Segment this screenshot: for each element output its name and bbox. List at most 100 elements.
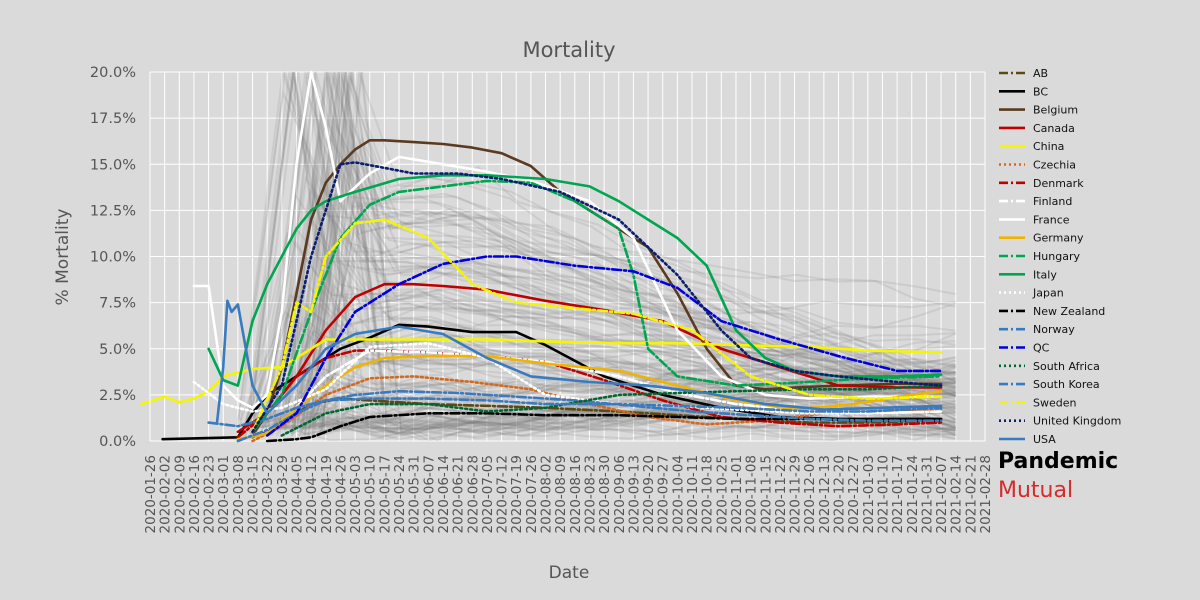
legend-item-sweden: Sweden <box>999 396 1076 409</box>
y-tick-label: 10.0% <box>90 250 136 266</box>
legend-label: Norway <box>1033 323 1075 336</box>
series-line-czechia <box>251 375 943 443</box>
legend-label: Germany <box>1033 232 1084 245</box>
x-tick-label: 2020-06-28 <box>465 455 481 533</box>
x-tick-label: 2020-02-23 <box>202 455 218 533</box>
x-tick-label: 2020-11-08 <box>744 455 760 533</box>
background-line <box>239 393 956 434</box>
background-line <box>252 389 956 442</box>
background-line <box>319 158 956 434</box>
y-axis: 0.0% 2.5% 5.0% 7.5% 10.0% 12.5% 15.0% 17.5% 20.0… <box>90 65 151 450</box>
series-line-germany <box>236 354 943 441</box>
x-tick-label: 2020-03-22 <box>260 455 276 533</box>
background-line <box>237 89 957 421</box>
background-line <box>271 190 957 422</box>
legend-item-germany: Germany <box>999 232 1084 245</box>
background-line <box>301 71 956 425</box>
y-tick-label: 5.0% <box>99 342 136 358</box>
background-line <box>310 331 956 423</box>
background-line <box>282 71 956 431</box>
x-tick-label: 2021-02-07 <box>934 455 950 533</box>
background-line <box>279 392 956 437</box>
background-line <box>273 416 956 437</box>
background-line <box>303 71 956 441</box>
x-axis-label: Date <box>549 563 590 583</box>
legend-item-new-zealand: New Zealand <box>999 305 1105 318</box>
background-line <box>240 381 956 442</box>
background-line <box>265 71 956 432</box>
x-tick-label: 2021-01-17 <box>890 455 906 533</box>
background-line <box>303 423 956 442</box>
background-line <box>265 403 956 437</box>
background-line <box>247 402 956 431</box>
series-line-norway <box>236 389 943 443</box>
x-tick-label: 2020-04-19 <box>319 455 335 533</box>
legend-label: AB <box>1033 67 1048 80</box>
background-line <box>298 381 956 424</box>
background-line <box>291 283 956 436</box>
background-line <box>297 71 956 420</box>
x-tick-label: 2020-09-20 <box>641 455 657 533</box>
legend-label: QC <box>1033 342 1050 355</box>
series-line-italy <box>207 174 943 387</box>
y-tick-label: 7.5% <box>99 296 136 312</box>
y-axis-label: % Mortality <box>53 209 73 306</box>
x-tick-label: 2020-04-12 <box>304 455 320 533</box>
series-line-china <box>140 338 943 406</box>
background-line <box>291 241 956 420</box>
background-line <box>298 376 956 424</box>
legend-item-ab: AB <box>999 67 1048 80</box>
x-tick-label: 2020-03-15 <box>246 455 262 533</box>
x-tick-label: 2020-05-17 <box>377 455 393 533</box>
x-tick-label: 2021-02-21 <box>963 455 979 533</box>
x-tick-label: 2020-10-25 <box>714 455 730 533</box>
x-tick-label: 2020-05-24 <box>392 455 408 533</box>
background-line <box>269 329 956 420</box>
background-line <box>275 130 956 429</box>
x-tick-label: 2020-12-27 <box>846 455 862 533</box>
background-line <box>244 293 957 436</box>
legend-label: USA <box>1033 433 1056 446</box>
background-line <box>261 174 956 431</box>
series-line-usa <box>215 299 943 424</box>
x-tick-label: 2020-03-08 <box>231 455 247 533</box>
background-line <box>279 287 956 434</box>
background-line <box>321 203 956 432</box>
background-line <box>307 75 957 423</box>
background-line <box>250 191 956 435</box>
background-line <box>320 71 956 434</box>
background-line <box>301 415 956 439</box>
background-line <box>309 126 956 420</box>
x-tick-label: 2021-02-14 <box>949 455 965 533</box>
background-line <box>285 377 956 428</box>
series-line-sweden <box>251 218 943 434</box>
background-line <box>276 236 956 437</box>
y-tick-label: 2.5% <box>99 388 136 404</box>
legend-label: Canada <box>1033 122 1075 135</box>
x-tick-label: 2020-02-02 <box>158 455 174 533</box>
background-line <box>322 391 956 436</box>
x-axis: 2020-01-262020-02-022020-02-092020-02-16… <box>143 455 994 533</box>
legend-item-united-kingdom: United Kingdom <box>999 415 1121 428</box>
series-lines <box>140 70 943 443</box>
x-tick-label: 2020-05-10 <box>363 455 379 533</box>
y-tick-label: 17.5% <box>90 111 136 127</box>
background-line <box>263 362 956 427</box>
x-tick-label: 2020-05-31 <box>407 455 423 533</box>
background-line <box>273 94 957 422</box>
background-line <box>253 412 956 435</box>
legend-label: Finland <box>1033 195 1072 208</box>
background-line <box>278 202 956 424</box>
background-line <box>241 313 956 430</box>
legend-item-denmark: Denmark <box>999 177 1084 190</box>
y-tick-label: 12.5% <box>90 203 136 219</box>
series-line-qc <box>265 255 943 437</box>
x-tick-label: 2020-02-16 <box>187 455 203 533</box>
background-line <box>297 363 956 437</box>
background-line <box>317 243 956 437</box>
x-tick-label: 2020-07-19 <box>509 455 525 533</box>
legend-label: Italy <box>1033 268 1057 281</box>
x-tick-label: 2020-08-23 <box>583 455 599 533</box>
background-line <box>249 376 956 420</box>
series-line-south-africa <box>280 384 943 437</box>
